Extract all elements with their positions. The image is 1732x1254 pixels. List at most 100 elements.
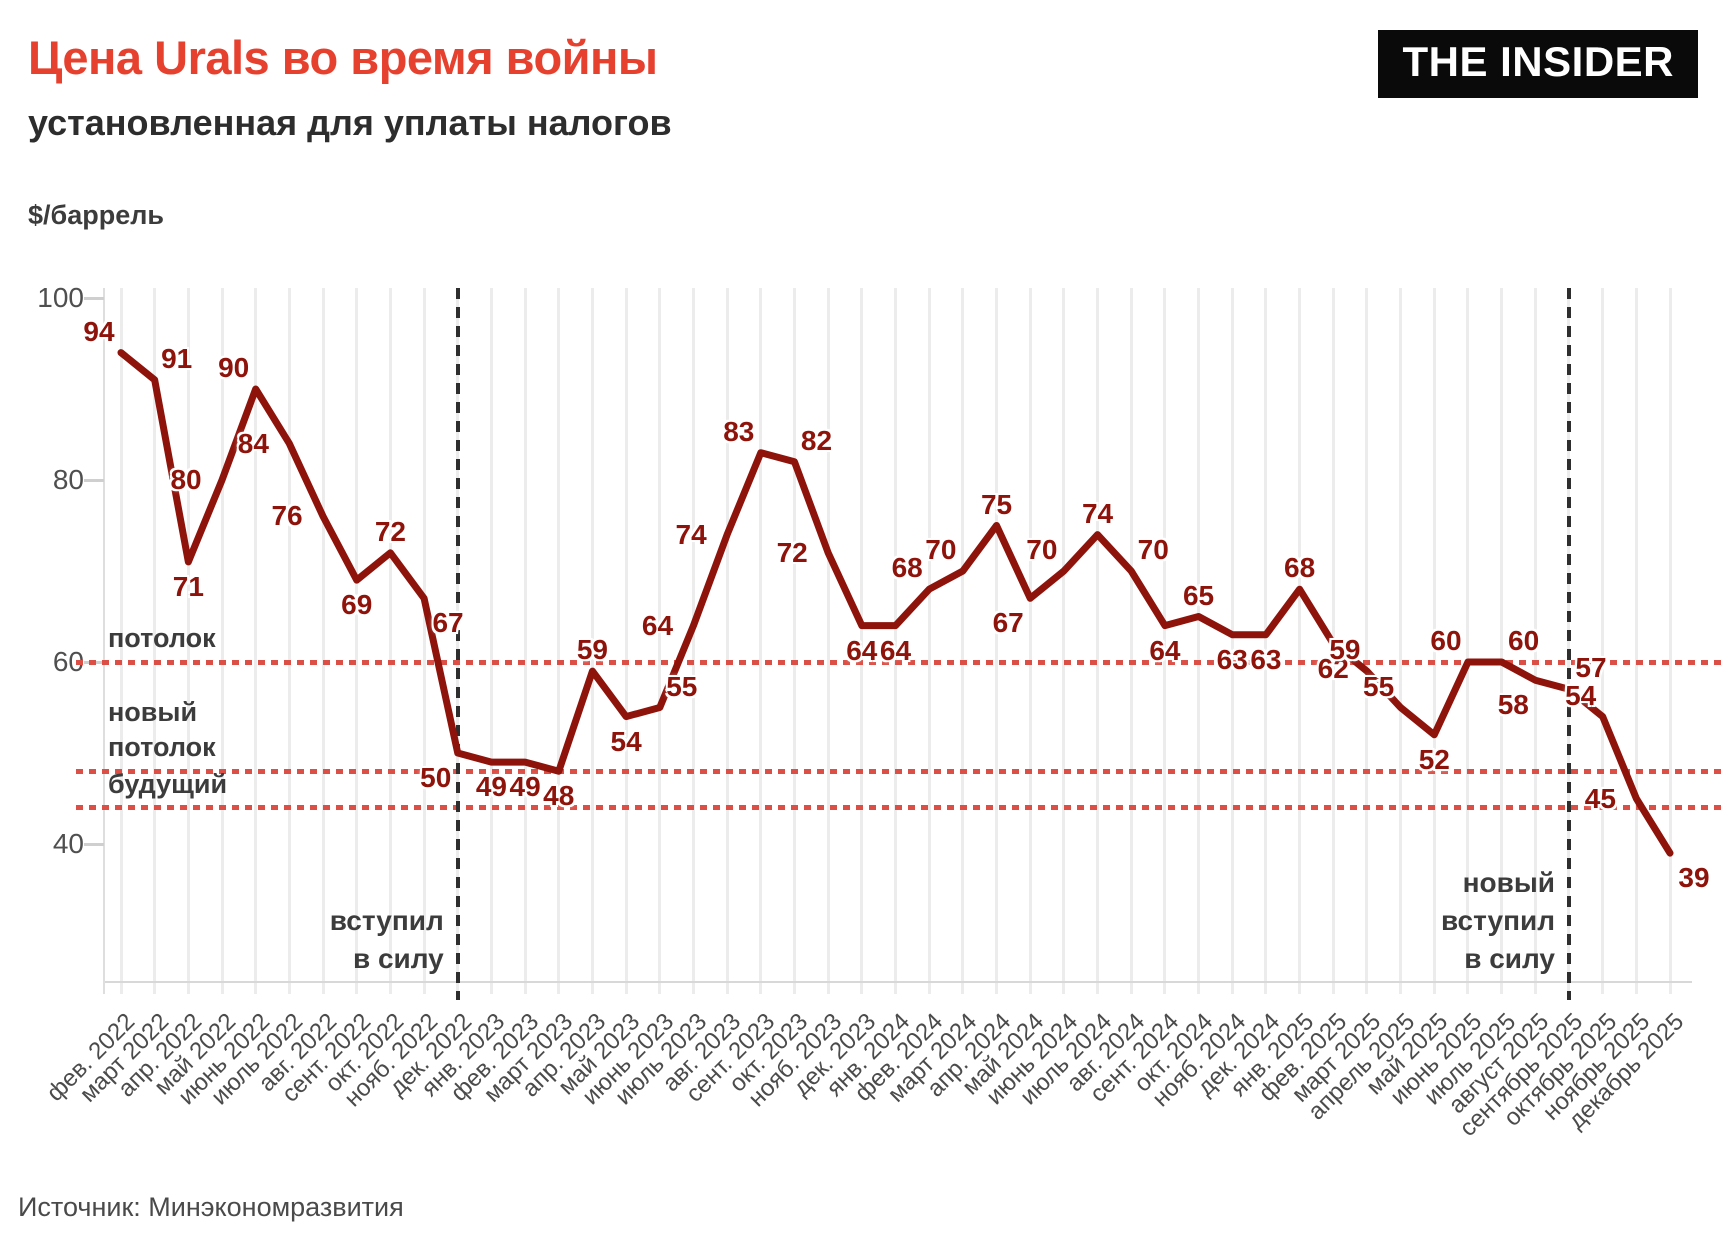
y-tick-label: 80 — [52, 464, 84, 495]
data-label: 80 — [170, 464, 202, 495]
gridline — [153, 288, 157, 994]
data-label: 39 — [1678, 862, 1710, 894]
brand-logo: THE INSIDER — [1378, 30, 1698, 98]
gridline — [658, 288, 662, 994]
gridline — [321, 288, 325, 994]
gridline — [691, 288, 695, 994]
event-line-label-text: вступил — [1441, 905, 1555, 936]
gridline — [1399, 288, 1403, 994]
data-label: 70 — [1026, 534, 1058, 565]
data-label: 49 — [509, 771, 541, 803]
data-label: 58 — [1497, 689, 1529, 721]
data-label: 50 — [420, 762, 452, 793]
data-label: 59 — [576, 634, 608, 666]
reference-line-label-text: потолок — [108, 623, 216, 653]
data-label: 69 — [341, 589, 373, 621]
data-label: 59 — [1329, 634, 1361, 666]
gridline — [1432, 288, 1436, 994]
y-axis-unit-label: $/баррель — [28, 200, 164, 230]
reference-line-label-text: потолок — [108, 732, 216, 763]
data-label: 67 — [992, 607, 1024, 639]
gridline — [388, 288, 392, 994]
gridline — [220, 288, 224, 994]
gridline — [860, 288, 864, 994]
gridline — [523, 288, 527, 994]
gridline — [1129, 288, 1133, 994]
data-label: 72 — [776, 536, 808, 568]
data-label: 65 — [1182, 579, 1215, 611]
data-label: 52 — [1418, 743, 1450, 775]
event-line-label-text: новый — [1462, 867, 1555, 898]
gridline — [894, 288, 897, 994]
gridline — [1264, 288, 1268, 994]
page-subtitle: установленная для уплаты налогов — [28, 102, 672, 143]
data-label: 54 — [1565, 679, 1597, 711]
gridline — [725, 288, 729, 994]
data-label: 74 — [675, 518, 707, 550]
reference-line — [76, 805, 1726, 811]
gridline — [489, 288, 493, 994]
price-line-path — [117, 349, 1674, 857]
y-tick-mark — [84, 842, 104, 846]
event-line — [455, 288, 460, 1000]
data-label: 60 — [1430, 625, 1462, 656]
gridline — [355, 288, 359, 994]
gridline — [1163, 288, 1167, 994]
gridline — [927, 288, 931, 994]
event-line-label-text: в силу — [1464, 943, 1555, 974]
data-label: 55 — [666, 670, 698, 702]
data-label: 84 — [237, 427, 269, 459]
data-label: 62 — [1317, 652, 1349, 684]
gridline — [1668, 288, 1672, 994]
data-label: 57 — [1575, 652, 1607, 684]
data-label: 54 — [610, 725, 642, 757]
data-label: 83 — [723, 415, 755, 447]
gridline — [1365, 288, 1369, 994]
data-label: 64 — [879, 634, 912, 666]
gridline — [1500, 288, 1504, 994]
data-label: 76 — [271, 500, 303, 532]
data-label: 90 — [218, 352, 250, 383]
data-label: 64 — [846, 634, 878, 666]
y-tick-label: 40 — [52, 828, 84, 859]
reference-line-label: потолок — [108, 621, 216, 656]
data-label: 74 — [1081, 497, 1114, 529]
gridline — [557, 288, 561, 994]
data-label: 67 — [432, 607, 464, 639]
gridline — [590, 288, 594, 994]
x-axis-line — [103, 981, 1692, 983]
y-axis-line — [103, 288, 105, 994]
data-label: 68 — [891, 552, 923, 584]
data-label: 60 — [1508, 625, 1540, 656]
gridline — [1298, 288, 1302, 994]
reference-line — [76, 768, 1726, 774]
gridline — [119, 288, 123, 994]
gridline — [287, 288, 291, 994]
y-tick-label: 100 — [37, 282, 84, 313]
gridline — [759, 288, 763, 994]
data-label: 75 — [980, 488, 1013, 520]
gridline — [1096, 288, 1100, 994]
event-line — [1566, 288, 1571, 1000]
event-line-label: новый вступил в силу — [1441, 864, 1555, 978]
data-label: 72 — [374, 515, 406, 547]
page-title: Цена Urals во время войны — [28, 31, 658, 84]
data-label: 94 — [83, 315, 115, 347]
gridline — [1028, 288, 1032, 994]
data-label: 82 — [800, 424, 833, 456]
data-label: 55 — [1363, 670, 1395, 702]
event-line-label: вступил в силу — [330, 902, 444, 978]
gridline — [792, 288, 796, 994]
reference-line — [76, 659, 1726, 665]
data-label: 63 — [1250, 643, 1282, 675]
gridline — [995, 288, 999, 994]
data-label: 70 — [1137, 534, 1169, 565]
data-label: 64 — [1149, 634, 1181, 666]
data-label: 49 — [475, 771, 507, 803]
y-tick-mark — [84, 478, 104, 482]
data-label: 63 — [1216, 643, 1248, 675]
gridline — [1230, 288, 1234, 994]
data-label: 91 — [161, 342, 193, 374]
